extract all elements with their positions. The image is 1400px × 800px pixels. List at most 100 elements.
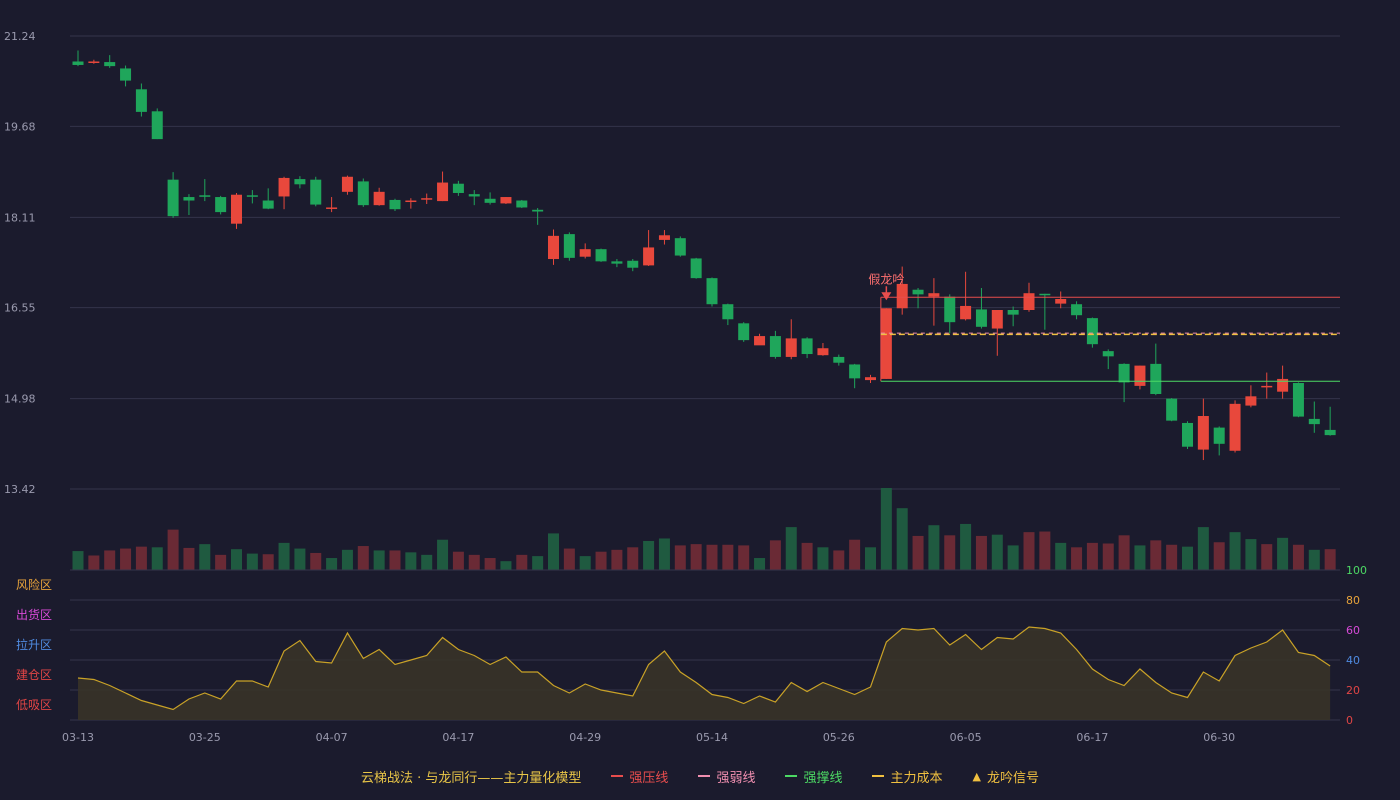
candle-body: [1324, 429, 1336, 436]
candle-body: [880, 308, 892, 379]
candle-body: [1261, 385, 1273, 388]
candle-body: [817, 348, 829, 356]
candle-body: [72, 61, 84, 65]
candle-body: [1007, 310, 1019, 315]
signal-triangle-icon: ▲: [972, 769, 981, 783]
x-tick-label: 03-13: [62, 731, 94, 744]
volume-bar: [262, 554, 274, 570]
candle-body: [658, 235, 670, 240]
candle-body: [769, 336, 781, 357]
volume-bar: [1102, 543, 1114, 570]
legend-item-cost: 主力成本: [872, 767, 942, 786]
volume-bar: [548, 533, 559, 570]
candle-body: [468, 194, 480, 197]
candle-body: [294, 179, 306, 185]
volume-bar: [975, 535, 987, 570]
volume-bar: [944, 535, 956, 570]
volume-bar: [215, 554, 227, 570]
support-swatch: [785, 775, 798, 777]
oscillator-area: [78, 627, 1331, 720]
candle-body: [1039, 293, 1051, 296]
volume-bar: [849, 539, 861, 570]
legend-item-support: 强撑线: [785, 767, 842, 786]
candle-body: [167, 179, 179, 217]
volume-bar: [135, 546, 147, 570]
volume-bar: [516, 554, 528, 570]
volume-bar: [373, 550, 385, 570]
x-tick-label: 04-29: [569, 731, 601, 744]
volume-bar: [912, 535, 924, 570]
volume-bar: [72, 551, 84, 570]
x-tick-label: 04-07: [316, 731, 348, 744]
volume-bar: [452, 551, 464, 570]
legend-label-weak-line: 强弱线: [716, 770, 756, 786]
candle-body: [104, 62, 116, 67]
candle-body: [1071, 304, 1083, 316]
volume-bar: [199, 544, 211, 570]
legend-item-signal: ▲ 龙吟信号: [972, 767, 1038, 786]
volume-bar: [595, 551, 607, 570]
volume-bar: [769, 540, 781, 570]
volume-bar: [643, 540, 655, 570]
zone-label: 出货区: [16, 607, 52, 622]
volume-bar: [1039, 531, 1051, 570]
volume-bar: [880, 488, 892, 570]
candle-body: [1245, 396, 1257, 406]
x-tick-label: 05-26: [823, 731, 855, 744]
oscillator-line: [77, 626, 1331, 711]
candle-body: [151, 111, 163, 140]
candle-body: [135, 89, 147, 112]
volume-bar: [833, 550, 845, 570]
volume-bar: [183, 547, 195, 570]
candle-body: [1086, 318, 1098, 345]
volume-bar: [278, 542, 290, 570]
zone-label: 风险区: [16, 577, 52, 592]
volume-bar: [801, 542, 813, 570]
candle-body: [1229, 403, 1241, 451]
volume-bar: [1229, 532, 1241, 570]
volume-bar: [896, 508, 908, 570]
candle-body: [1023, 293, 1035, 311]
volume-bar: [817, 547, 829, 570]
volume-bar: [928, 525, 940, 570]
candle-body: [1197, 416, 1209, 450]
candle-body: [833, 356, 845, 363]
candle-body: [944, 296, 956, 323]
candle-body: [357, 181, 369, 206]
candle-body: [120, 68, 132, 81]
candle-body: [1213, 427, 1225, 444]
volume-bar: [167, 529, 179, 570]
candle-body: [627, 260, 639, 268]
candle-body: [960, 305, 972, 320]
volume-bar: [151, 547, 163, 570]
legend-label-support: 强撑线: [803, 770, 843, 786]
candle-body: [231, 194, 242, 224]
volume-bar: [246, 553, 258, 570]
oscillator-tick-label: 60: [1346, 624, 1360, 637]
volume-bar: [310, 552, 322, 570]
candle-body: [421, 198, 433, 200]
candle-body: [246, 195, 258, 197]
price-tick-label: 14.98: [4, 393, 36, 406]
volume-bar: [1261, 544, 1273, 570]
volume-bar: [341, 549, 353, 570]
candle-body: [579, 249, 591, 257]
x-tick-label: 03-25: [189, 731, 221, 744]
volume-bar: [1150, 540, 1162, 570]
volume-bar: [1182, 546, 1193, 570]
price-tick-label: 18.11: [4, 211, 36, 224]
volume-bar: [658, 538, 670, 570]
volume-bar: [1118, 535, 1130, 570]
x-tick-label: 06-05: [950, 731, 982, 744]
volume-bar: [88, 555, 100, 570]
candle-body: [1292, 382, 1304, 417]
volume-bar: [785, 527, 797, 570]
candle-body: [183, 197, 195, 201]
candle-body: [912, 289, 924, 295]
volume-bar: [1166, 544, 1178, 570]
candle-body: [785, 338, 797, 357]
volume-bar: [484, 558, 496, 570]
legend-item-resistance: 强压线: [611, 767, 668, 786]
resistance-swatch: [611, 775, 624, 777]
volume-bar: [690, 544, 702, 570]
